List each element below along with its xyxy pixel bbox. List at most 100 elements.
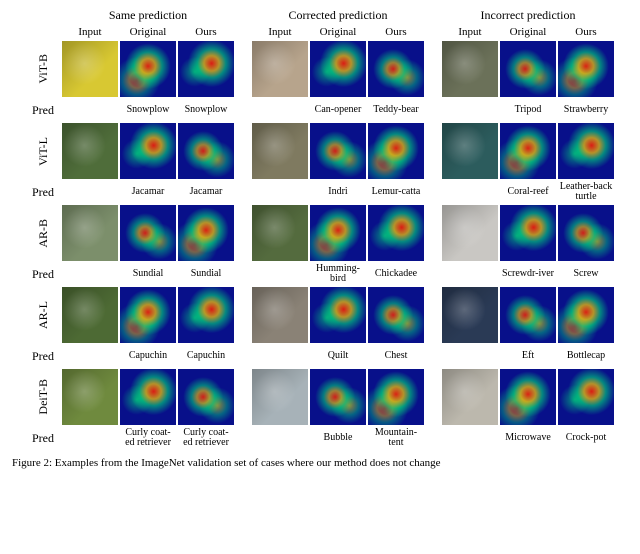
- pred-input-blank: [62, 99, 118, 121]
- heatmap-overlay: [120, 205, 176, 261]
- heatmap-overlay: [310, 287, 366, 343]
- pred-input-blank: [62, 181, 118, 203]
- heatmap-ours: [368, 287, 424, 343]
- input-image: [252, 205, 308, 261]
- heatmap-ours: [558, 287, 614, 343]
- pred-input-blank: [442, 99, 498, 121]
- pred-ours: Crock-pot: [558, 427, 614, 449]
- heatmap-overlay: [558, 205, 614, 261]
- heatmap-original: [500, 123, 556, 179]
- input-image: [442, 123, 498, 179]
- input-image: [252, 41, 308, 97]
- heatmap-overlay: [368, 287, 424, 343]
- pred-ours: Teddy-bear: [368, 99, 424, 121]
- heatmap-overlay: [178, 123, 234, 179]
- heatmap-overlay: [368, 369, 424, 425]
- heatmap-overlay: [178, 41, 234, 97]
- photo-placeholder: [62, 41, 118, 97]
- col-header-ours: Ours: [178, 26, 234, 39]
- photo-placeholder: [252, 41, 308, 97]
- heatmap-ours: [178, 369, 234, 425]
- heatmap-ours: [178, 123, 234, 179]
- photo-placeholder: [442, 205, 498, 261]
- pred-ours: Lemur-catta: [368, 181, 424, 203]
- photo-placeholder: [252, 205, 308, 261]
- heatmap-original: [310, 369, 366, 425]
- heatmap-overlay: [500, 369, 556, 425]
- heatmap-original: [500, 205, 556, 261]
- pred-input-blank: [62, 263, 118, 285]
- heatmap-ours: [558, 123, 614, 179]
- pred-ours: Snowplow: [178, 99, 234, 121]
- col-header-original: Original: [120, 26, 176, 39]
- input-image: [62, 287, 118, 343]
- heatmap-overlay: [368, 123, 424, 179]
- heatmap-overlay: [120, 123, 176, 179]
- heatmap-ours: [368, 205, 424, 261]
- heatmap-ours: [368, 369, 424, 425]
- photo-placeholder: [62, 287, 118, 343]
- pred-original: Screwdr-iver: [500, 263, 556, 285]
- photo-placeholder: [442, 41, 498, 97]
- section-header-corrected: Corrected prediction: [252, 8, 424, 24]
- input-image: [252, 287, 308, 343]
- photo-placeholder: [62, 205, 118, 261]
- heatmap-ours: [178, 41, 234, 97]
- model-label: DeiT-B: [36, 379, 51, 415]
- pred-input-blank: [442, 263, 498, 285]
- input-image: [442, 205, 498, 261]
- col-header-input: Input: [442, 26, 498, 39]
- heatmap-ours: [368, 41, 424, 97]
- pred-ours: Capuchin: [178, 345, 234, 367]
- heatmap-original: [120, 287, 176, 343]
- heatmap-original: [120, 41, 176, 97]
- pred-input-blank: [252, 181, 308, 203]
- section-header-same: Same prediction: [62, 8, 234, 24]
- heatmap-original: [310, 205, 366, 261]
- pred-ours: Chickadee: [368, 263, 424, 285]
- heatmap-original: [120, 369, 176, 425]
- pred-original: Bubble: [310, 427, 366, 449]
- pred-input-blank: [442, 181, 498, 203]
- input-image: [442, 369, 498, 425]
- pred-input-blank: [62, 345, 118, 367]
- heatmap-overlay: [310, 369, 366, 425]
- heatmap-overlay: [500, 287, 556, 343]
- pred-original: Microwave: [500, 427, 556, 449]
- pred-input-blank: [442, 427, 498, 449]
- heatmap-ours: [558, 41, 614, 97]
- heatmap-ours: [558, 369, 614, 425]
- input-image: [62, 205, 118, 261]
- pred-original: Tripod: [500, 99, 556, 121]
- model-label: ViT-L: [36, 137, 51, 166]
- pred-row-label: Pred: [32, 185, 54, 200]
- heatmap-overlay: [500, 41, 556, 97]
- heatmap-ours: [558, 205, 614, 261]
- photo-placeholder: [442, 369, 498, 425]
- col-header-input: Input: [252, 26, 308, 39]
- heatmap-overlay: [558, 369, 614, 425]
- pred-row-label: Pred: [32, 267, 54, 282]
- heatmap-overlay: [178, 205, 234, 261]
- pred-original: Jacamar: [120, 181, 176, 203]
- heatmap-original: [500, 287, 556, 343]
- heatmap-original: [310, 123, 366, 179]
- pred-input-blank: [62, 427, 118, 449]
- heatmap-original: [500, 41, 556, 97]
- photo-placeholder: [62, 369, 118, 425]
- pred-ours: Leather-back turtle: [558, 181, 614, 203]
- model-label: AR-L: [36, 301, 51, 329]
- figure-grid: Same predictionCorrected predictionIncor…: [8, 8, 632, 449]
- pred-ours: Mountain-tent: [368, 427, 424, 449]
- heatmap-overlay: [310, 205, 366, 261]
- col-header-original: Original: [310, 26, 366, 39]
- input-image: [252, 123, 308, 179]
- heatmap-overlay: [500, 123, 556, 179]
- pred-original: Eft: [500, 345, 556, 367]
- pred-original: Quilt: [310, 345, 366, 367]
- heatmap-overlay: [178, 369, 234, 425]
- pred-original: Humming-bird: [310, 263, 366, 285]
- heatmap-original: [310, 41, 366, 97]
- pred-input-blank: [252, 345, 308, 367]
- heatmap-ours: [178, 205, 234, 261]
